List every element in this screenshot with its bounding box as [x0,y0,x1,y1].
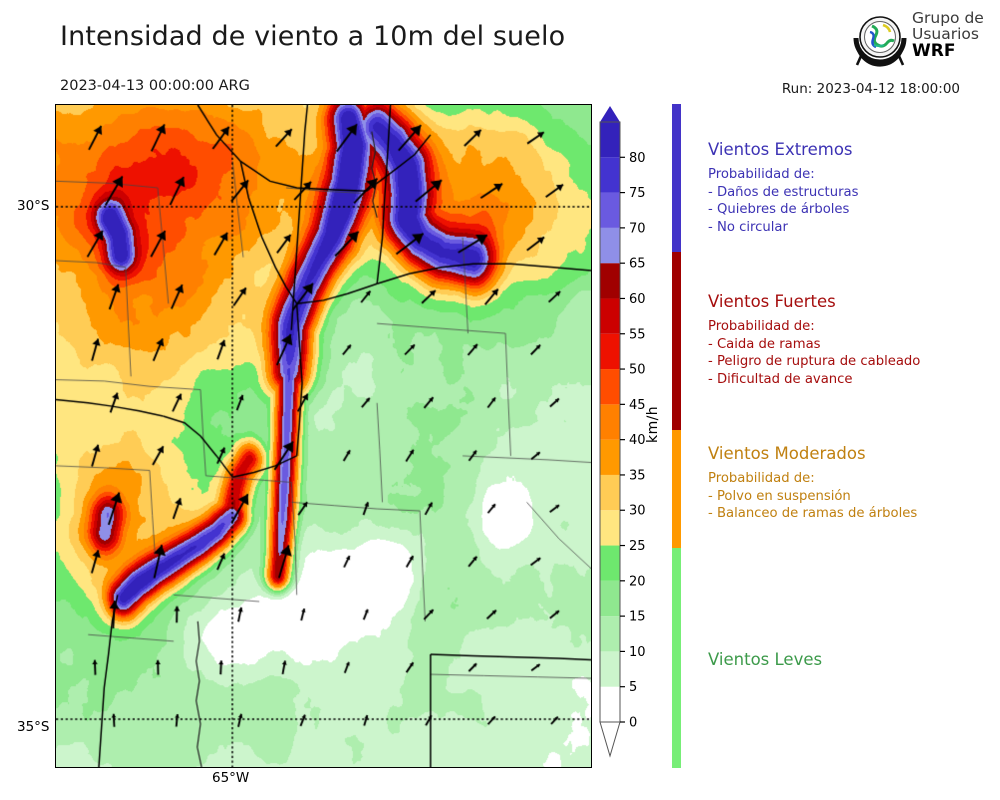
colorbar-band [600,122,620,158]
colorbar-outline [599,121,621,723]
severity-section: Vientos Fuertes Probabilidad de: - Caida d… [708,292,994,388]
colorbar-tick-label: 5 [629,680,637,695]
lat-label-30s: 30°S [17,198,50,214]
severity-color-bar [672,104,681,252]
colorbar-tick-label: 60 [629,292,646,307]
severity-color-bar [672,430,681,548]
colorbar-band [600,474,620,511]
colorbar-band [600,651,620,687]
severity-detail-line: - No circular [708,219,788,235]
severity-detail-line: - Caida de ramas [708,336,821,352]
colorbar-band [600,545,620,581]
colorbar-tick-label: 40 [629,433,646,448]
severity-detail-line: Probabilidad de: [708,471,815,486]
colorbar-tick-label: 45 [629,398,646,413]
colorbar: 0 5 10 15 20 25 30 35 40 45 50 55 60 65 70 75 80 [598,104,668,768]
colorbar-band [600,263,620,299]
severity-detail-line: - Polvo en suspensión [708,488,851,504]
severity-color-bar [672,252,681,430]
severity-detail-line: - Daños de estructuras [708,184,859,200]
wind-field-canvas [56,105,591,767]
colorbar-band [600,157,620,193]
colorbar-tick-label: 0 [629,716,637,731]
lon-label-65w: 65°W [212,770,250,786]
run-time-label: Run: 2023-04-12 18:00:00 [781,81,960,97]
severity-title: Vientos Fuertes [708,292,836,311]
severity-title: Vientos Extremos [708,140,853,159]
colorbar-band [600,192,620,228]
severity-title: Vientos Moderados [708,444,866,463]
wrf-user-group-logo: Grupo de Usuarios WRF [850,9,1000,74]
colorbar-band [600,404,620,440]
severity-color-bar [672,548,681,768]
severity-section: Vientos Leves [708,650,994,676]
colorbar-tick-label: 30 [629,504,646,519]
colorbar-band [600,333,620,370]
valid-time-label: 2023-04-13 00:00:00 ARG [60,78,250,94]
colorbar-band [600,298,620,334]
severity-detail-line: - Dificultad de avance [708,371,853,387]
severity-section: Vientos Moderados Probabilidad de: - Polvo… [708,444,994,523]
colorbar-tick-label: 80 [629,151,646,166]
colorbar-tick-label: 75 [629,186,646,201]
globe-emblem-icon [853,16,907,67]
severity-detail-line: - Balanceo de ramas de árboles [708,506,918,522]
colorbar-tick-label: 70 [629,221,646,236]
colorbar-tick-label: 35 [629,468,646,483]
colorbar-band [600,510,620,546]
wind-speed-map[interactable] [55,104,592,768]
severity-detail-line: - Quiebres de árboles [708,202,850,218]
severity-detail-line: - Peligro de ruptura de cableado [708,354,921,370]
colorbar-tick-label: 15 [629,610,646,625]
severity-section: Vientos Extremos Probabilidad de: - Daños … [708,140,994,236]
logo-line-3: WRF [912,40,956,61]
colorbar-band [600,369,620,405]
colorbar-band [600,439,620,475]
lat-label-35s: 35°S [17,719,50,735]
colorbar-tick-label: 65 [629,257,646,272]
colorbar-tick-label: 10 [629,645,646,660]
colorbar-band [600,580,620,617]
page-title: Intensidad de viento a 10m del suelo [60,21,566,52]
severity-detail-line: Probabilidad de: [708,319,815,334]
severity-detail-line: Probabilidad de: [708,167,815,182]
colorbar-band [600,686,620,722]
logo-line-1: Grupo de [912,9,984,27]
logo-line-2: Usuarios [912,24,979,43]
severity-legend: Vientos Extremos Probabilidad de: - Daños … [672,104,992,768]
severity-title: Vientos Leves [708,650,823,669]
colorbar-tick-label: 55 [629,327,646,342]
colorbar-band [600,227,620,264]
colorbar-unit-label: km/h [645,406,661,443]
colorbar-extend-bottom [599,721,621,758]
colorbar-extend-top [600,106,620,122]
colorbar-tick-label: 50 [629,363,646,378]
colorbar-band [600,616,620,652]
colorbar-svg: 0 5 10 15 20 25 30 35 40 45 50 55 60 65 70 75 80 [599,106,646,758]
colorbar-tick-label: 20 [629,574,646,589]
colorbar-tick-label: 25 [629,539,646,554]
